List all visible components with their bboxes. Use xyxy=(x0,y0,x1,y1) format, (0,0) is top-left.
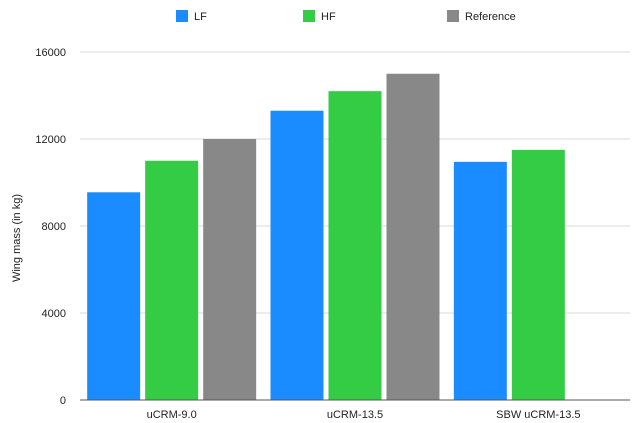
bar-lf xyxy=(87,192,141,400)
bar-hf xyxy=(328,91,382,401)
x-tick-label: SBW uCRM-13.5 xyxy=(496,409,580,421)
x-tick-label: uCRM-13.5 xyxy=(327,409,383,421)
bar-lf xyxy=(270,110,324,400)
bar-hf xyxy=(511,149,565,400)
y-axis-title: Wing mass (in kg) xyxy=(11,194,23,282)
bar-lf xyxy=(453,161,507,400)
y-tick-label: 8000 xyxy=(42,221,66,233)
y-tick-label: 0 xyxy=(60,395,66,407)
legend-label-reference: Reference xyxy=(465,11,516,23)
y-tick-label: 16000 xyxy=(35,47,66,59)
legend-swatch-lf xyxy=(176,10,188,22)
legend-swatch-reference xyxy=(447,10,459,22)
bar-hf xyxy=(145,160,199,400)
legend-label-hf: HF xyxy=(321,11,336,23)
bars xyxy=(87,73,565,401)
y-tick-label: 12000 xyxy=(35,134,66,146)
axes: 0 4000 8000 12000 16000 uCRM-9.0 uCRM-13.5 SBW … xyxy=(35,47,630,421)
bar-reference xyxy=(203,139,257,400)
bar-reference xyxy=(386,73,440,400)
legend: LF HF Reference xyxy=(176,10,516,23)
legend-swatch-hf xyxy=(303,10,315,22)
legend-label-lf: LF xyxy=(194,11,207,23)
y-tick-label: 4000 xyxy=(42,308,66,320)
x-tick-label: uCRM-9.0 xyxy=(147,409,197,421)
